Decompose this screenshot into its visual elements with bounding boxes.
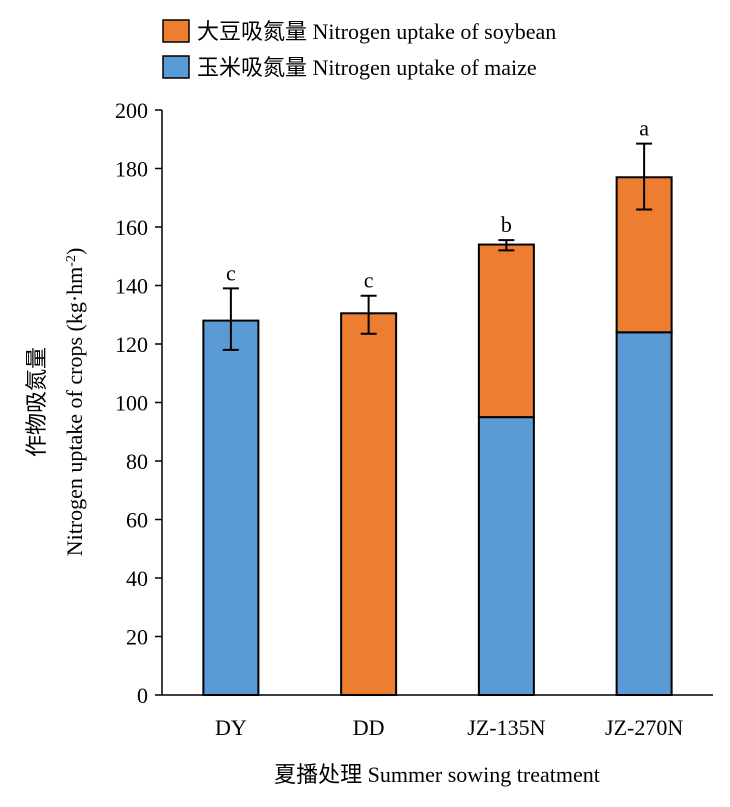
legend: 大豆吸氮量 Nitrogen uptake of soybean 玉米吸氮量 Ni… [162, 19, 556, 80]
y-tick-label: 0 [137, 683, 148, 708]
x-axis-title: 夏播处理 Summer sowing treatment [274, 762, 600, 787]
y-tick-label: 120 [115, 332, 148, 357]
x-tick-label: JZ-270N [605, 715, 683, 740]
significance-label: c [226, 260, 236, 285]
bar-segment-soybean-JZ-135N [477, 243, 535, 419]
significance-label: a [639, 116, 649, 141]
significance-label: c [364, 268, 374, 293]
legend-label-soybean: 大豆吸氮量 Nitrogen uptake of soybean [197, 19, 556, 44]
y-tick-label: 80 [126, 449, 148, 474]
y-tick-label: 60 [126, 508, 148, 533]
legend-label-maize: 玉米吸氮量 Nitrogen uptake of maize [197, 55, 537, 80]
bar-segment-maize-DY [202, 319, 260, 696]
y-axis-title-line2-group: Nitrogen uptake of crops (kg·hm-2) [62, 248, 87, 557]
x-tick-label: DD [353, 715, 385, 740]
y-axis-title-superscript: -2 [64, 255, 79, 267]
y-tick-label: 200 [115, 98, 148, 123]
y-tick-label: 100 [115, 391, 148, 416]
y-tick-label: 180 [115, 157, 148, 182]
y-tick-label: 160 [115, 215, 148, 240]
y-tick-label: 40 [126, 566, 148, 591]
y-axis-title-line2: Nitrogen uptake of crops (kg·hm-2) [62, 248, 87, 557]
y-tick-label: 140 [115, 274, 148, 299]
bar-segment-soybean-DD [340, 312, 398, 696]
y-axis-title-line1-group: 作物吸氮量 [24, 347, 49, 457]
y-axis-title-close: ) [62, 248, 87, 255]
y-ticks: 0 20 40 60 80 100 120 140 160 180 200 [115, 98, 162, 708]
error-bars [222, 142, 653, 351]
bar-segment-maize-JZ-135N [477, 416, 535, 696]
y-axis-title-main: Nitrogen uptake of crops (kg·hm [62, 267, 87, 557]
legend-swatch-soybean [162, 19, 190, 43]
bar-segment-maize-JZ-270N [615, 331, 673, 696]
x-tick-label: JZ-135N [467, 715, 545, 740]
legend-swatch-maize [162, 55, 190, 79]
x-tick-label: DY [215, 715, 247, 740]
x-tick-labels: DY DD JZ-135N JZ-270N [215, 715, 683, 740]
significance-label: b [501, 212, 512, 237]
y-axis-title-line1: 作物吸氮量 [24, 347, 49, 457]
significance-labels: c c b a [226, 116, 649, 293]
y-tick-label: 20 [126, 625, 148, 650]
bars [202, 176, 673, 696]
